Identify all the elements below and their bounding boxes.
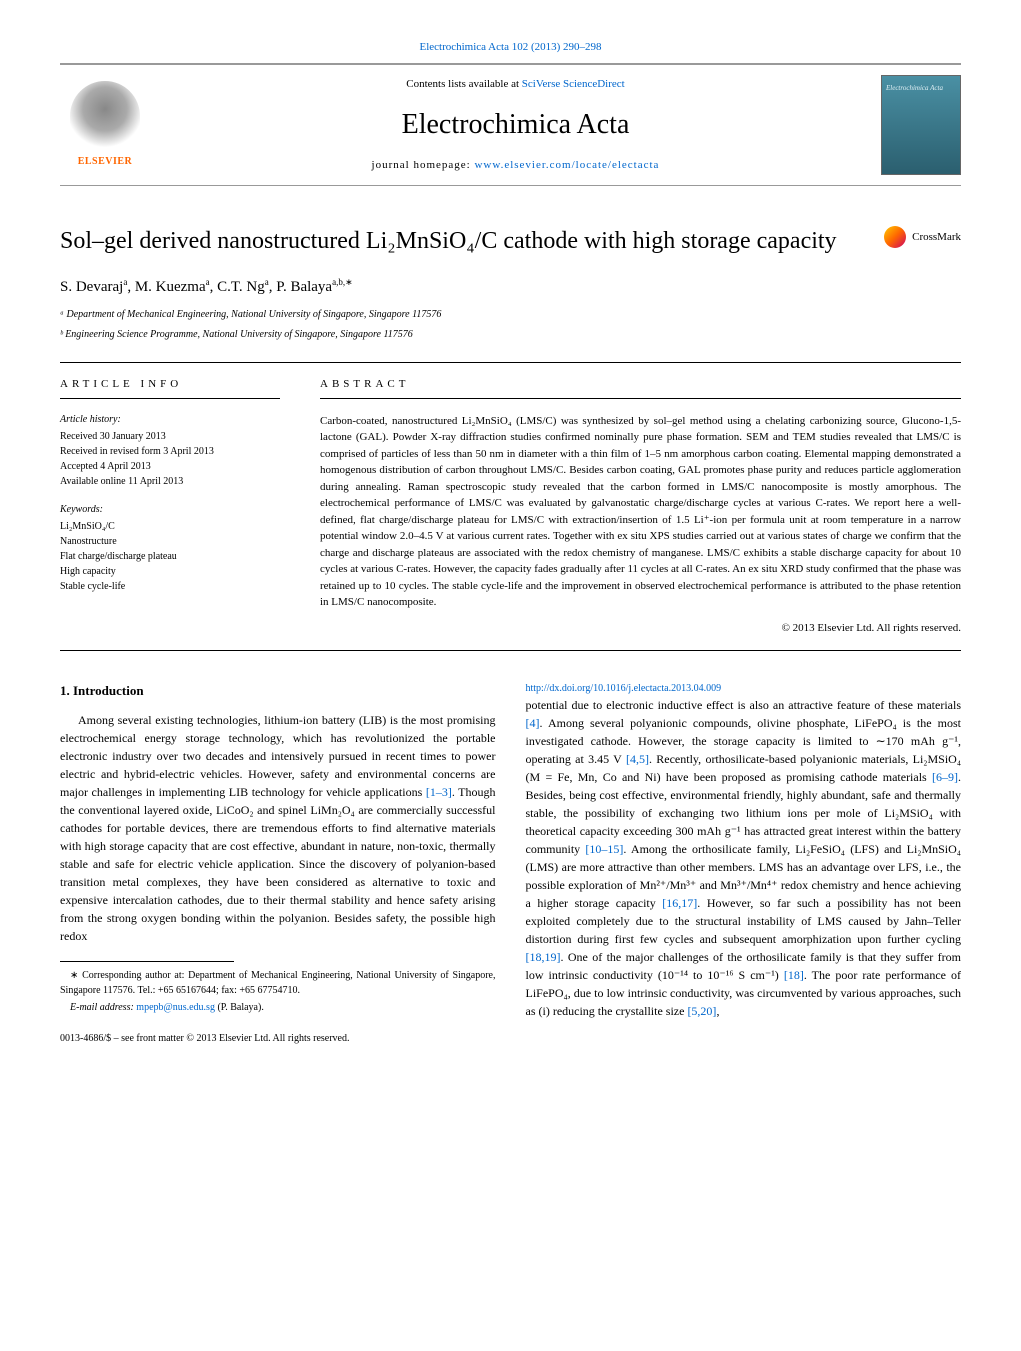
keywords-block: Keywords: Li₂MnSiO₄/C Nanostructure Flat…	[60, 503, 280, 594]
ref-6-9[interactable]: [6–9]	[932, 770, 958, 784]
authors-line: S. Devaraja, M. Kuezmaa, C.T. Nga, P. Ba…	[60, 276, 961, 298]
elsevier-label: ELSEVIER	[78, 155, 133, 169]
affiliation-a: ᵃ Department of Mechanical Engineering, …	[60, 308, 961, 322]
author-4-sup: a,b,∗	[332, 277, 353, 287]
ref-5-20[interactable]: [5,20]	[687, 1004, 716, 1018]
homepage-prefix: journal homepage:	[372, 159, 475, 171]
issn-line: 0013-4686/$ – see front matter © 2013 El…	[60, 1031, 496, 1046]
corresponding-author-footnote: ∗ Corresponding author at: Department of…	[60, 968, 496, 998]
author-3: , C.T. Ng	[210, 279, 265, 295]
ref-4[interactable]: [4]	[526, 716, 540, 730]
intro-para-1: Among several existing technologies, lit…	[60, 711, 496, 945]
journal-cover-thumbnail[interactable]: Electrochimica Acta	[881, 75, 961, 175]
footnote-separator	[60, 961, 234, 962]
ref-1-3[interactable]: [1–3]	[426, 785, 452, 799]
homepage-link[interactable]: www.elsevier.com/locate/electacta	[474, 159, 659, 171]
history-revised: Received in revised form 3 April 2013	[60, 444, 280, 459]
homepage-line: journal homepage: www.elsevier.com/locat…	[150, 158, 881, 173]
contents-text: Contents lists available at	[406, 78, 521, 90]
history-accepted: Accepted 4 April 2013	[60, 459, 280, 474]
title-section: CrossMark Sol–gel derived nanostructured…	[60, 226, 961, 341]
col-right-content: potential due to electronic inductive ef…	[526, 696, 962, 1020]
intro-heading: 1. Introduction	[60, 681, 496, 701]
abstract-copyright: © 2013 Elsevier Ltd. All rights reserved…	[320, 621, 961, 636]
history-title: Article history:	[60, 413, 280, 427]
abstract-label: abstract	[320, 377, 961, 399]
author-2: , M. Kuezma	[127, 279, 205, 295]
contents-line: Contents lists available at SciVerse Sci…	[150, 77, 881, 92]
body-columns: 1. Introduction Among several existing t…	[60, 681, 961, 1046]
article-info-column: article info Article history: Received 3…	[60, 363, 300, 651]
p1b: . Though the conventional layered oxide,…	[60, 785, 496, 943]
info-abstract-row: article info Article history: Received 3…	[60, 362, 961, 652]
author-4: , P. Balaya	[269, 279, 332, 295]
ref-18[interactable]: [18]	[784, 968, 804, 982]
keyword-2: Nanostructure	[60, 534, 280, 549]
abstract-column: abstract Carbon-coated, nanostructured L…	[300, 363, 961, 651]
keywords-title: Keywords:	[60, 503, 280, 517]
article-title: Sol–gel derived nanostructured Li₂MnSiO₄…	[60, 226, 961, 257]
keyword-3: Flat charge/discharge plateau	[60, 549, 280, 564]
ref-16-17[interactable]: [16,17]	[662, 896, 697, 910]
cover-title: Electrochimica Acta	[886, 84, 943, 94]
p2i: ,	[716, 1004, 719, 1018]
affiliation-b: ᵇ Engineering Science Programme, Nationa…	[60, 328, 961, 342]
p2a: potential due to electronic inductive ef…	[526, 698, 962, 712]
email-label: E-mail address:	[70, 1002, 136, 1013]
history-online: Available online 11 April 2013	[60, 474, 280, 489]
ref-4-5[interactable]: [4,5]	[626, 752, 649, 766]
keyword-4: High capacity	[60, 564, 280, 579]
elsevier-tree-icon	[70, 81, 140, 151]
abstract-text: Carbon-coated, nanostructured Li₂MnSiO₄ …	[320, 413, 961, 611]
article-info-label: article info	[60, 377, 280, 399]
doi-link[interactable]: http://dx.doi.org/10.1016/j.electacta.20…	[526, 681, 962, 696]
email-suffix: (P. Balaya).	[215, 1002, 264, 1013]
journal-header-box: ELSEVIER Contents lists available at Sci…	[60, 64, 961, 186]
crossmark-badge[interactable]: CrossMark	[884, 226, 961, 248]
intro-para-2: potential due to electronic inductive ef…	[526, 696, 962, 1020]
header-center: Contents lists available at SciVerse Sci…	[150, 77, 881, 173]
email-link[interactable]: mpepb@nus.edu.sg	[136, 1002, 215, 1013]
history-received: Received 30 January 2013	[60, 429, 280, 444]
sciencedirect-link[interactable]: SciVerse ScienceDirect	[522, 78, 625, 90]
keyword-1: Li₂MnSiO₄/C	[60, 519, 280, 534]
citation-header[interactable]: Electrochimica Acta 102 (2013) 290–298	[60, 40, 961, 55]
journal-name: Electrochimica Acta	[150, 105, 881, 144]
crossmark-icon	[884, 226, 906, 248]
keyword-5: Stable cycle-life	[60, 579, 280, 594]
elsevier-logo[interactable]: ELSEVIER	[60, 75, 150, 175]
ref-18-19[interactable]: [18,19]	[526, 950, 561, 964]
author-1: S. Devaraj	[60, 279, 123, 295]
email-footnote: E-mail address: mpepb@nus.edu.sg (P. Bal…	[60, 1000, 496, 1015]
article-history-block: Article history: Received 30 January 201…	[60, 413, 280, 489]
ref-10-15[interactable]: [10–15]	[585, 842, 623, 856]
crossmark-label: CrossMark	[912, 230, 961, 245]
